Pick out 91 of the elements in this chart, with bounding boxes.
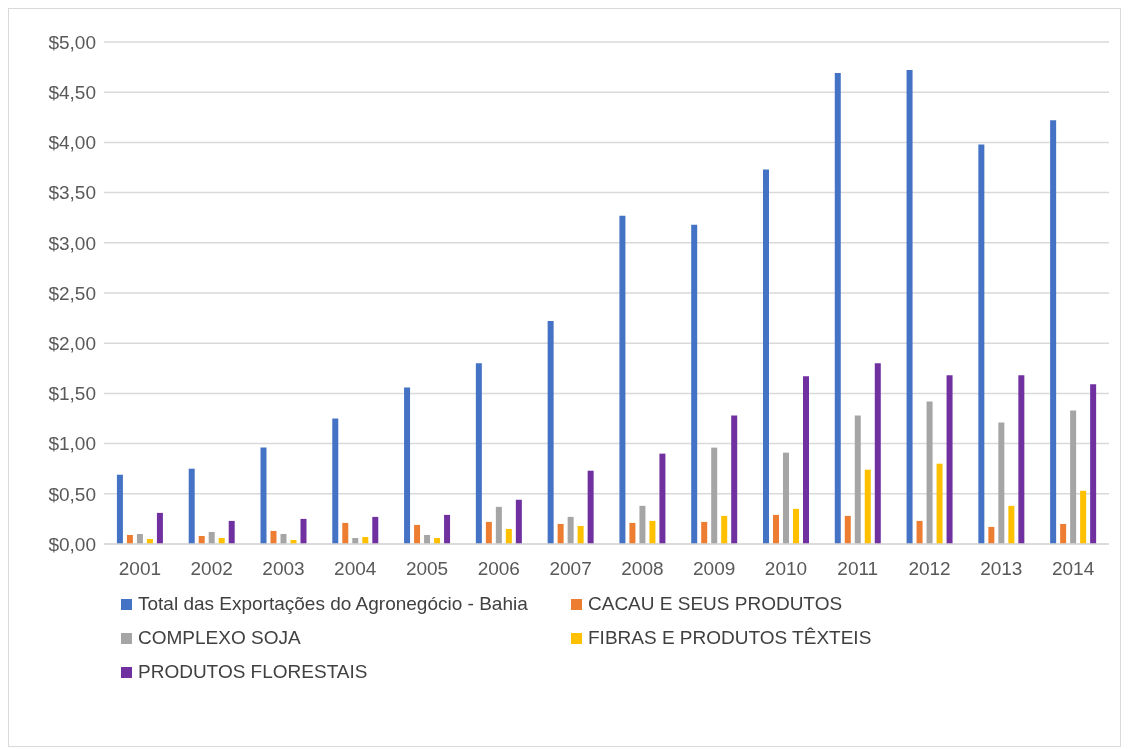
bar: [495, 506, 502, 544]
bar: [475, 363, 482, 544]
bar: [136, 533, 143, 544]
bar: [844, 515, 851, 544]
x-tick-label: 2011: [837, 558, 879, 580]
bar: [260, 447, 267, 544]
x-tick-label: 2014: [1051, 558, 1095, 580]
bar: [946, 375, 953, 544]
x-tick-label: 2001: [118, 558, 162, 580]
bar: [834, 73, 841, 544]
bar: [802, 376, 809, 544]
y-tick-label: $5,00: [48, 31, 96, 53]
legend-label: CACAU E SEUS PRODUTOS: [588, 593, 843, 615]
y-tick-label: $0,50: [48, 483, 96, 505]
legend-label: FIBRAS E PRODUTOS TÊXTEIS: [588, 627, 872, 649]
bar: [906, 70, 913, 544]
bar: [156, 512, 163, 544]
bar: [691, 224, 698, 544]
bar: [1070, 410, 1077, 544]
bar: [270, 530, 277, 544]
bar: [721, 515, 728, 544]
bar: [998, 422, 1005, 544]
bar: [619, 215, 626, 544]
x-tick-label: 2008: [621, 558, 664, 580]
bar: [414, 524, 421, 544]
legend-label: Total das Exportações do Agronegócio - Bahia: [138, 593, 528, 615]
bar: [864, 469, 871, 544]
x-tick-label: 2007: [549, 558, 592, 580]
bar: [332, 418, 339, 544]
bar: [731, 415, 738, 544]
x-tick-label: 2009: [693, 558, 736, 580]
bar: [762, 169, 769, 544]
bar: [649, 520, 656, 544]
x-tick-label: 2003: [262, 558, 305, 580]
bar: [1050, 120, 1057, 544]
x-tick-label: 2012: [908, 558, 951, 580]
bar: [342, 522, 349, 544]
bar: [792, 508, 799, 544]
x-tick-label: 2010: [764, 558, 808, 580]
x-tick-label: 2004: [334, 558, 377, 580]
y-tick-label: $2,50: [48, 282, 96, 304]
bar: [485, 521, 492, 544]
y-tick-label: $1,00: [48, 433, 96, 455]
legend-label: PRODUTOS FLORESTAIS: [138, 661, 368, 683]
bar: [515, 499, 522, 544]
bar: [404, 387, 411, 544]
y-tick-label: $1,50: [48, 383, 96, 405]
bar: [978, 144, 985, 544]
bar: [372, 516, 379, 544]
y-tick-label: $0,00: [48, 533, 96, 555]
bar: [1090, 384, 1097, 544]
bar: [228, 520, 235, 544]
y-tick-label: $4,50: [48, 81, 96, 103]
x-tick-label: 2013: [980, 558, 1023, 580]
bar: [444, 514, 451, 544]
x-tick-label: 2002: [190, 558, 233, 580]
bar: [639, 505, 646, 544]
bar: [208, 531, 215, 544]
bar: [988, 526, 995, 544]
bar: [547, 321, 554, 544]
bar: [280, 533, 287, 544]
bar: [1008, 505, 1015, 544]
bar: [854, 415, 861, 544]
bar: [782, 452, 789, 544]
bar: [505, 528, 512, 544]
y-tick-label: $3,00: [48, 232, 96, 254]
bar: [1018, 375, 1025, 544]
bar: [659, 453, 666, 544]
bar: [936, 463, 943, 544]
bar: [701, 521, 708, 544]
y-tick-label: $4,00: [48, 132, 96, 154]
bar: [577, 525, 584, 544]
bar: [557, 523, 564, 544]
x-tick-label: 2005: [405, 558, 449, 580]
bar: [711, 447, 718, 544]
bar: [926, 401, 933, 544]
bar: [1060, 523, 1067, 544]
bar: [116, 474, 123, 544]
bar: [772, 514, 779, 544]
bar: [1080, 490, 1087, 544]
y-tick-label: $2,00: [48, 332, 96, 354]
bar: [567, 516, 574, 544]
y-tick-label: $3,50: [48, 182, 96, 204]
bar: [300, 518, 307, 544]
x-tick-label: 2006: [477, 558, 520, 580]
bar: [188, 468, 195, 544]
bar: [629, 522, 636, 544]
legend-label: COMPLEXO SOJA: [138, 627, 301, 649]
bar: [916, 520, 923, 544]
bar: [587, 470, 594, 544]
bar: [874, 363, 881, 544]
